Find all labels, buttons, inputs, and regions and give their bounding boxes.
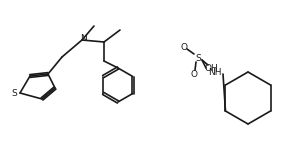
Text: S: S (11, 90, 17, 99)
Text: O: O (190, 70, 198, 78)
Text: OH: OH (204, 63, 218, 73)
Text: N: N (80, 33, 86, 42)
Text: S: S (195, 53, 201, 62)
Text: O: O (181, 42, 187, 52)
Text: NH: NH (208, 67, 222, 77)
